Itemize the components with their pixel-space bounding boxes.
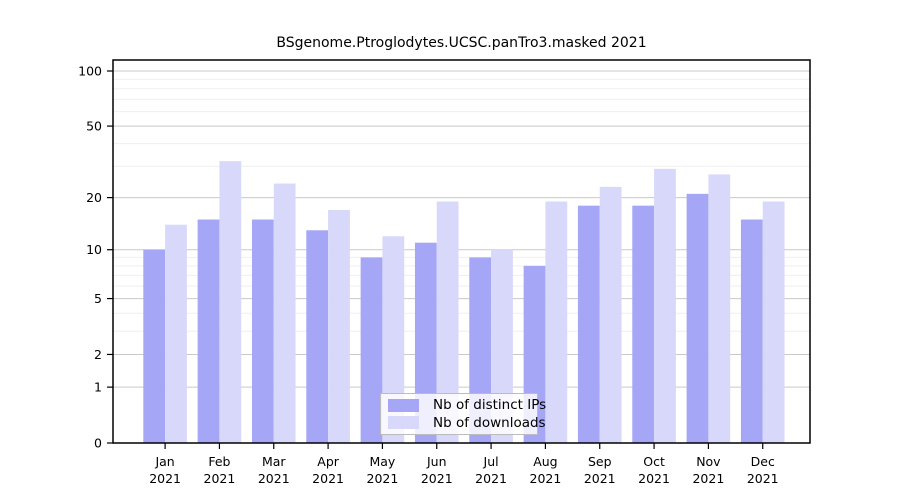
bar-nb-of-downloads-nov xyxy=(708,174,731,444)
x-tick-label-month: Jun xyxy=(426,454,447,469)
x-tick-label-month: Oct xyxy=(643,454,665,469)
chart-title: BSgenome.Ptroglodytes.UCSC.panTro3.maske… xyxy=(276,35,647,51)
x-tick-label-year: 2021 xyxy=(692,471,724,486)
x-tick-label-year: 2021 xyxy=(475,471,507,486)
x-tick-label-month: May xyxy=(369,454,395,469)
bar-nb-of-downloads-sep xyxy=(599,186,622,443)
legend-label-distinct-ips: Nb of distinct IPs xyxy=(433,397,547,414)
x-tick-label-year: 2021 xyxy=(312,471,344,486)
bar-nb-of-distinct-ips-jan xyxy=(143,249,166,443)
y-tick-label: 100 xyxy=(78,64,102,79)
legend-item-downloads: Nb of downloads xyxy=(381,414,546,431)
bar-nb-of-distinct-ips-may xyxy=(360,257,383,443)
x-tick-label-year: 2021 xyxy=(421,471,453,486)
y-tick-label: 5 xyxy=(94,291,102,306)
bar-nb-of-downloads-oct xyxy=(654,168,676,443)
y-tick-label: 20 xyxy=(86,190,102,205)
bar-nb-of-downloads-dec xyxy=(762,201,785,443)
x-tick-label-year: 2021 xyxy=(638,471,670,486)
y-tick-label: 10 xyxy=(86,242,102,257)
legend-item-distinct-ips: Nb of distinct IPs xyxy=(381,397,546,414)
legend: Nb of distinct IPs Nb of downloads xyxy=(380,393,546,435)
x-tick-label-year: 2021 xyxy=(747,471,779,486)
y-tick-label: 2 xyxy=(94,347,102,362)
bar-nb-of-downloads-jan xyxy=(165,224,187,443)
x-tick-label-month: Sep xyxy=(588,454,612,469)
bar-nb-of-downloads-may xyxy=(382,236,405,443)
x-tick-label-month: Dec xyxy=(751,454,775,469)
y-tick-label: 0 xyxy=(94,436,102,451)
x-tick-label-month: Nov xyxy=(696,454,721,469)
bar-nb-of-distinct-ips-oct xyxy=(632,205,655,443)
bar-nb-of-downloads-aug xyxy=(545,201,568,443)
x-tick-label-month: Feb xyxy=(208,454,230,469)
bar-nb-of-distinct-ips-feb xyxy=(197,219,220,443)
legend-swatch-downloads xyxy=(388,416,419,430)
x-tick-label-year: 2021 xyxy=(367,471,399,486)
x-tick-label-month: Jul xyxy=(483,454,499,469)
x-tick-label-month: Jan xyxy=(154,454,174,469)
x-tick-label-year: 2021 xyxy=(204,471,236,486)
plot-frame xyxy=(112,59,811,444)
bar-nb-of-downloads-apr xyxy=(328,210,350,443)
y-tick-label: 50 xyxy=(86,119,102,134)
bar-nb-of-distinct-ips-mar xyxy=(251,219,274,443)
x-tick-label-year: 2021 xyxy=(530,471,562,486)
x-tick-label-month: Aug xyxy=(533,454,557,469)
bar-nb-of-distinct-ips-sep xyxy=(577,205,600,443)
y-tick-label: 1 xyxy=(94,380,102,395)
x-tick-label-year: 2021 xyxy=(258,471,290,486)
x-tick-label-year: 2021 xyxy=(149,471,181,486)
bar-nb-of-downloads-jun xyxy=(436,201,459,443)
legend-swatch-distinct-ips xyxy=(388,398,419,412)
bar-nb-of-distinct-ips-apr xyxy=(306,230,329,443)
bar-nb-of-distinct-ips-dec xyxy=(740,219,763,443)
legend-label-downloads: Nb of downloads xyxy=(433,414,546,431)
x-tick-label-year: 2021 xyxy=(584,471,616,486)
bar-nb-of-downloads-feb xyxy=(219,161,242,444)
x-tick-label-month: Mar xyxy=(262,454,286,469)
x-tick-label-month: Apr xyxy=(317,454,339,469)
bar-nb-of-distinct-ips-nov xyxy=(686,193,709,443)
bar-nb-of-downloads-mar xyxy=(273,183,296,443)
bar-nb-of-distinct-ips-jun xyxy=(414,242,437,443)
